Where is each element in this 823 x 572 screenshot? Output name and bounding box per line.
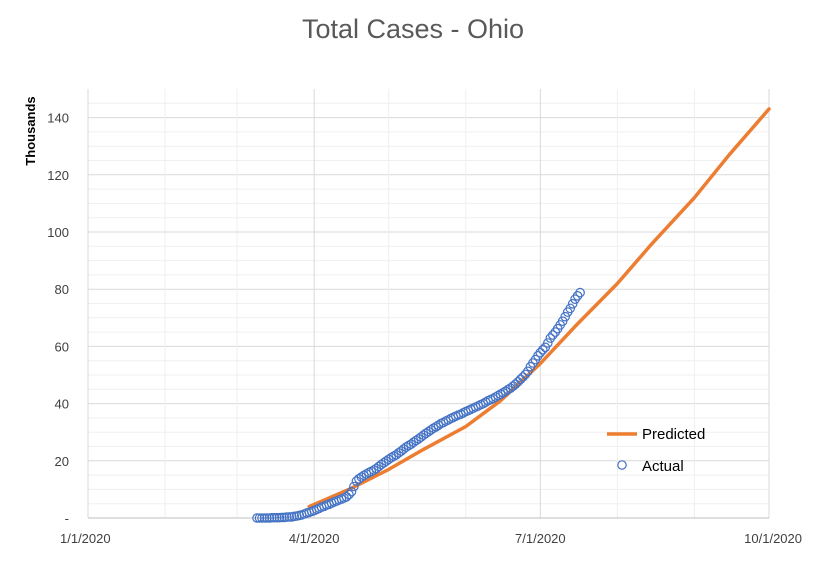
chart-title: Total Cases - Ohio [302,14,524,44]
actual-point [537,344,548,355]
actual-point [284,512,295,522]
legend-actual-label: Actual [642,458,684,475]
plot-area [252,107,771,523]
actual-point [515,374,526,385]
actual-point [520,369,531,380]
actual-point [557,316,568,326]
actual-point [344,489,354,500]
actual-point [262,513,272,523]
actual-point [356,472,367,482]
actual-point [542,338,553,348]
actual-point [366,466,377,477]
actual-point [455,409,466,419]
actual-point [495,389,506,399]
actual-point [401,442,411,452]
actual-point [361,469,372,479]
actual-point [500,386,511,397]
actual-point [431,421,441,432]
actual-point [254,513,265,523]
y-tick-label: 60 [55,339,69,354]
actual-point [346,486,357,497]
actual-point [398,444,409,454]
y-tick-labels: - 20 40 60 80 100 120 140 [47,111,69,526]
actual-point [426,425,436,435]
predicted-line [307,107,771,509]
x-tick-label: 4/1/2020 [289,531,340,546]
actual-point [272,512,282,523]
actual-point [408,437,419,447]
actual-point [547,330,558,340]
x-tick-label: 10/1/2020 [744,531,802,546]
actual-point [376,459,387,470]
x-tick-label: 7/1/2020 [515,531,566,546]
actual-point [438,417,449,428]
y-tick-label: 80 [55,282,69,297]
actual-point [443,415,454,425]
actual-point [411,435,421,446]
actual-point [480,397,491,407]
actual-point [368,465,379,475]
actual-point [503,384,513,395]
actual-point [428,423,439,433]
y-tick-label: 40 [55,397,69,412]
actual-point [488,393,498,404]
legend-predicted-label: Predicted [642,426,705,443]
x-tick-labels: 1/1/2020 4/1/2020 7/1/2020 10/1/2020 [60,531,802,546]
y-tick-label: 20 [55,454,69,469]
actual-point [575,287,585,298]
actual-point [510,379,521,389]
actual-point [418,430,429,440]
y-tick-label: 120 [47,168,69,183]
actual-point [386,452,396,463]
legend: Predicted Actual [607,426,705,475]
actual-point [403,440,414,451]
actual-point [354,473,364,484]
actual-point [513,377,523,387]
actual-point [565,303,575,314]
actual-point [269,512,280,523]
actual-point [267,512,277,523]
actual-point [388,451,399,461]
actual-point [257,513,267,523]
y-tick-label: - [65,511,69,526]
actual-point [545,333,556,343]
x-tick-label: 1/1/2020 [60,531,111,546]
y-tick-label: 140 [47,111,69,126]
actual-point [383,454,394,465]
actual-point [490,392,501,402]
actual-point [518,372,528,382]
actual-point [493,390,503,401]
actual-point [252,513,262,523]
actual-point [498,387,508,398]
y-tick-label: 100 [47,225,69,240]
legend-actual-marker [617,460,627,470]
actual-point [533,350,543,361]
actual-point [359,470,369,481]
gridlines [87,89,770,519]
actual-point [277,512,287,523]
actual-point [478,398,488,409]
y-axis-label: Thousands [23,96,38,165]
actual-point [535,347,546,358]
actual-point [341,491,352,502]
actual-point [560,311,570,322]
actual-point [423,426,434,437]
actual-point [567,298,578,309]
actual-point [421,428,431,439]
actual-point [378,457,389,468]
actual-point [381,456,391,466]
actual-point [259,513,270,523]
actual-point [433,420,444,431]
actual-point [523,366,533,377]
actual-point [349,481,359,492]
actual-point [572,290,583,301]
